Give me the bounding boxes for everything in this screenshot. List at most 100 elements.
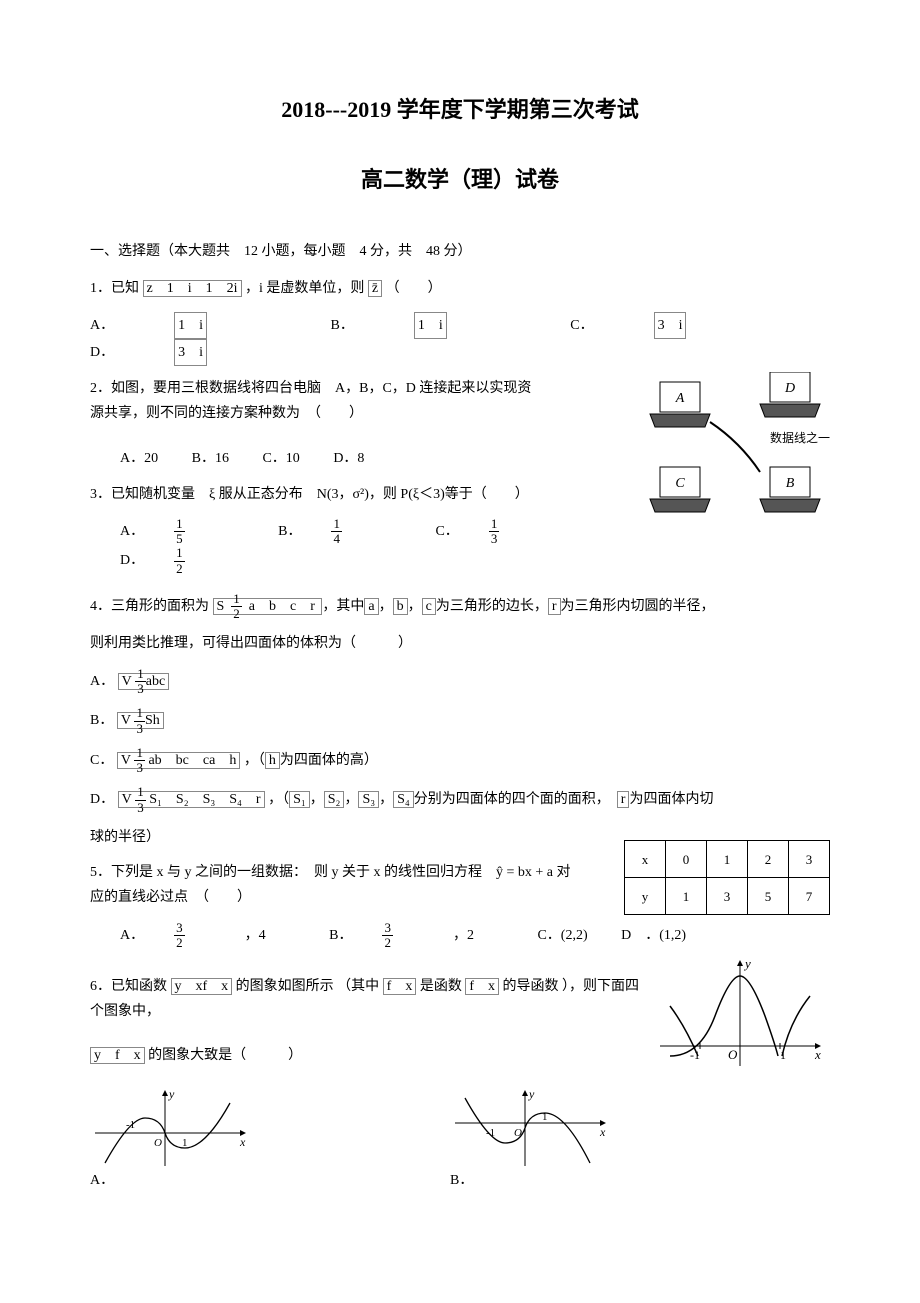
q6-B-label: B． bbox=[450, 1173, 473, 1188]
svg-text:x: x bbox=[239, 1135, 246, 1149]
q5-options: A．32，4 B．32，2 C．(2,2) D ．(1,2) bbox=[120, 921, 830, 951]
q2-B: B．16 bbox=[192, 446, 229, 471]
q1-options: A．1 i B．1 i C．3 i D．3 i bbox=[90, 312, 830, 366]
q4-r: r bbox=[548, 598, 561, 615]
q1-B-val: 1 i bbox=[414, 312, 447, 339]
q2-line2: 源共享，则不同的连接方案种数为 （ ） bbox=[90, 401, 830, 426]
q5-C: C．(2,2) bbox=[537, 923, 587, 948]
q6-A-label: A． bbox=[90, 1173, 114, 1188]
q5-D: D ．(1,2) bbox=[621, 923, 686, 948]
question-4: 4．三角形的面积为 S 12 a b c r ，其中a，b，c为三角形的边长，r… bbox=[90, 592, 830, 622]
q2-line1: 2．如图，要用三根数据线将四台电脑 A，B，C，D 连接起来以实现资 bbox=[90, 376, 830, 401]
q6-mid2: 是函数 bbox=[420, 979, 462, 994]
q4-B-label: B． bbox=[90, 713, 113, 728]
q3-D-num: 1 bbox=[174, 546, 185, 561]
svg-text:1: 1 bbox=[182, 1137, 188, 1149]
question-3: 3．已知随机变量 ξ 服从正态分布 N(3，σ²)，则 P(ξ＜3)等于（ ） bbox=[90, 482, 830, 507]
q4-D-V: V bbox=[122, 792, 132, 807]
q1-D-label: D． bbox=[90, 340, 114, 365]
q5-B-num: 3 bbox=[382, 921, 393, 936]
q4-D-tail2: 分别为四面体的四个面的面积， bbox=[414, 792, 617, 807]
q5-A-label: A． bbox=[120, 923, 144, 948]
q2-A: A．20 bbox=[120, 446, 158, 471]
q5-line2: 应的直线必过点 （ ） bbox=[90, 885, 830, 910]
q4-A-label: A． bbox=[90, 674, 114, 689]
q4-stem-a: 4．三角形的面积为 bbox=[90, 599, 209, 614]
q5-line1: 5．下列是 x 与 y 之间的一组数据： 则 y 关于 x 的线性回归方程 ŷ … bbox=[90, 860, 830, 885]
question-5: 5．下列是 x 与 y 之间的一组数据： 则 y 关于 x 的线性回归方程 ŷ … bbox=[90, 860, 830, 910]
q6-option-A: y x O -1 1 A． bbox=[90, 1088, 250, 1193]
q6-stem-a: 6．已知函数 bbox=[90, 979, 167, 994]
q4-a: a bbox=[364, 598, 378, 615]
q4-comma1: ， bbox=[379, 599, 393, 614]
q4-line2: 则利用类比推理，可得出四面体的体积为（ ） bbox=[90, 631, 830, 656]
q4-c: c bbox=[422, 598, 436, 615]
q3-C-label: C． bbox=[435, 519, 458, 544]
q1-stem-c: （ ） bbox=[386, 281, 442, 296]
q1-A-val: 1 i bbox=[174, 312, 207, 339]
q5-A-den: 2 bbox=[174, 936, 185, 950]
q1-stem-a: 1．已知 bbox=[90, 281, 139, 296]
q6-mid1: 的图象如图所示 （其中 bbox=[236, 979, 380, 994]
q4-D-s3: S₃ bbox=[358, 791, 379, 808]
q4-D-c1: ， bbox=[310, 792, 324, 807]
q5-B-label: B． bbox=[329, 923, 352, 948]
q6-option-B: y x O -1 1 B． bbox=[450, 1088, 610, 1193]
q4-opt-B: B． V 13Sh bbox=[90, 706, 830, 736]
q4-comma2: ， bbox=[408, 599, 422, 614]
svg-text:y: y bbox=[528, 1088, 535, 1101]
q1-B-label: B． bbox=[331, 313, 354, 338]
q4-D-tail: ，（ bbox=[268, 792, 289, 807]
q4-B-V: V bbox=[121, 713, 131, 728]
q3-A-num: 1 bbox=[174, 517, 185, 532]
q4-D-s2: S₂ bbox=[324, 791, 345, 808]
q4-A-num: 1 bbox=[135, 667, 146, 682]
q1-C-val: 3 i bbox=[654, 312, 687, 339]
q3-A-label: A． bbox=[120, 519, 144, 544]
q4-D-expr: S₁ S₂ S₃ S₄ r bbox=[149, 792, 260, 807]
q5-B-tail: ，2 bbox=[453, 923, 474, 948]
q4-mid2: 为三角形的边长， bbox=[436, 599, 548, 614]
q4-D-r: r bbox=[617, 791, 630, 808]
q2-D: D．8 bbox=[333, 446, 364, 471]
q4-C-den: 3 bbox=[134, 761, 145, 775]
question-6: 6．已知函数 y xf x 的图象如图所示 （其中 f x 是函数 f x 的导… bbox=[90, 974, 830, 1024]
q6-f1: f x bbox=[383, 978, 417, 995]
q4-A-V: V bbox=[122, 674, 132, 689]
q4-A-expr: abc bbox=[146, 674, 165, 689]
q4-opt-C: C． V 13 ab bc ca h ，（h为四面体的高） bbox=[90, 746, 830, 776]
q5-A-tail: ，4 bbox=[245, 923, 266, 948]
section-1-heading: 一、选择题（本大题共 12 小题，每小题 4 分，共 48 分） bbox=[90, 239, 830, 264]
q4-D-tail3: 为四面体内切 bbox=[629, 792, 713, 807]
q4-D-s1: S₁ bbox=[289, 791, 310, 808]
q4-abc: a b c r bbox=[249, 599, 315, 614]
q3-C-den: 3 bbox=[489, 532, 500, 546]
q4-D-den: 3 bbox=[135, 801, 146, 815]
q4-C-tail: ，（ bbox=[244, 753, 265, 768]
q3-B-num: 1 bbox=[331, 517, 342, 532]
q4-D-label: D． bbox=[90, 792, 114, 807]
q5-A-num: 3 bbox=[174, 921, 185, 936]
q2-C: C．10 bbox=[262, 446, 299, 471]
q3-B-label: B． bbox=[278, 519, 301, 544]
q4-mid: ，其中 bbox=[322, 599, 364, 614]
q4-S: S bbox=[217, 599, 225, 614]
q4-B-num: 1 bbox=[134, 706, 145, 721]
q4-half-num: 1 bbox=[231, 592, 242, 607]
q5-B-den: 2 bbox=[382, 936, 393, 950]
question-2: 2．如图，要用三根数据线将四台电脑 A，B，C，D 连接起来以实现资 源共享，则… bbox=[90, 376, 830, 426]
q3-D-den: 2 bbox=[174, 562, 185, 576]
q4-A-den: 3 bbox=[135, 682, 146, 696]
question-1: 1．已知 z 1 i 1 2i ，i 是虚数单位，则 z̄ （ ） bbox=[90, 276, 830, 301]
q4-D-s4: S₄ bbox=[393, 791, 414, 808]
svg-text:O: O bbox=[514, 1127, 522, 1139]
q3-A-den: 5 bbox=[174, 532, 185, 546]
q4-C-expr: ab bc ca h bbox=[148, 753, 236, 768]
q6-line2: y f x 的图象大致是（ ） bbox=[90, 1043, 830, 1068]
exam-title-main: 2018---2019 学年度下学期第三次考试 bbox=[90, 90, 830, 130]
q4-B-den: 3 bbox=[134, 722, 145, 736]
q1-zbar: z̄ bbox=[368, 280, 382, 297]
svg-text:y: y bbox=[743, 956, 751, 971]
q1-stem-b: ，i 是虚数单位，则 bbox=[245, 281, 364, 296]
q4-D-num: 1 bbox=[135, 785, 146, 800]
